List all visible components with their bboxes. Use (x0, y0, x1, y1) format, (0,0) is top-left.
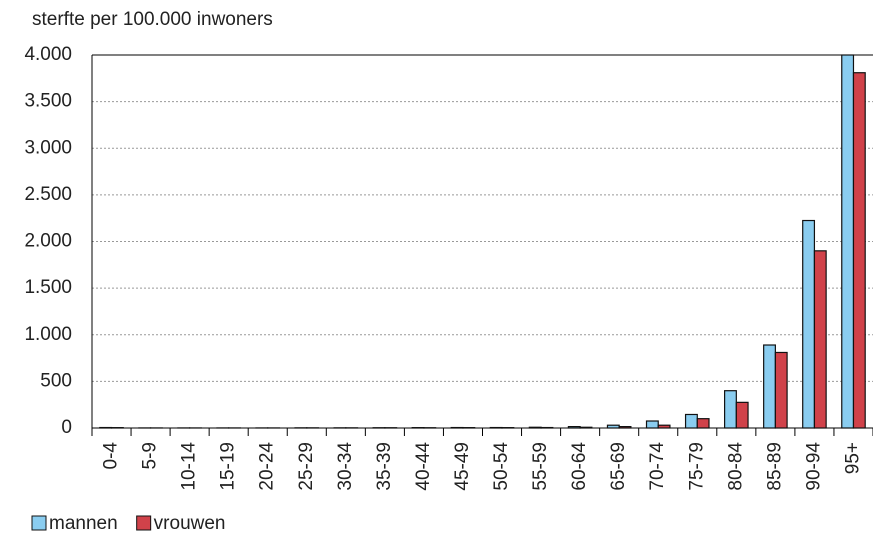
y-tick-label: 2.500 (24, 184, 72, 205)
legend-label: mannen (49, 513, 118, 534)
x-tick-label: 20-24 (257, 442, 278, 491)
bar (725, 391, 737, 428)
x-tick-label: 45-49 (452, 442, 473, 491)
bar (853, 73, 865, 428)
bar (607, 425, 619, 428)
legend-swatch (32, 516, 46, 530)
y-tick-label: 1.000 (24, 324, 72, 345)
bar (775, 352, 787, 428)
x-tick-label: 30-34 (335, 442, 356, 491)
x-tick-label: 5-9 (140, 442, 161, 469)
bar (842, 55, 854, 428)
x-tick-label: 70-74 (647, 442, 668, 491)
bar (764, 345, 776, 428)
bar (658, 425, 670, 428)
bar (647, 421, 659, 428)
x-tick-label: 25-29 (296, 442, 317, 491)
x-tick-label: 65-69 (608, 442, 629, 491)
y-tick-label: 3.500 (24, 91, 72, 112)
x-tick-label: 15-19 (218, 442, 239, 491)
bar (529, 427, 541, 428)
x-tick-label: 55-59 (530, 442, 551, 491)
bar (814, 251, 826, 428)
bar (697, 419, 709, 428)
y-tick-label: 3.000 (24, 137, 72, 158)
y-tick-label: 4.000 (24, 44, 72, 65)
bar (619, 427, 631, 428)
x-tick-label: 80-84 (725, 442, 746, 491)
y-tick-label: 500 (40, 370, 72, 391)
x-tick-label: 40-44 (413, 442, 434, 491)
bar (568, 427, 580, 428)
x-tick-label: 60-64 (569, 442, 590, 491)
y-tick-label: 2.000 (24, 231, 72, 252)
bar (686, 414, 698, 428)
x-tick-label: 10-14 (179, 442, 200, 491)
x-tick-label: 90-94 (803, 442, 824, 491)
x-tick-label: 85-89 (764, 442, 785, 491)
bar (736, 402, 748, 428)
x-tick-label: 50-54 (491, 442, 512, 491)
x-tick-label: 95+ (842, 442, 863, 474)
y-axis-title: sterfte per 100.000 inwoners (32, 9, 273, 30)
y-tick-label: 0 (61, 417, 72, 438)
legend-swatch (137, 516, 151, 530)
bar (580, 427, 592, 428)
y-tick-label: 1.500 (24, 277, 72, 298)
legend-label: vrouwen (154, 513, 226, 534)
x-tick-label: 75-79 (686, 442, 707, 491)
x-tick-label: 35-39 (374, 442, 395, 491)
bar (803, 221, 815, 428)
x-tick-label: 0-4 (101, 442, 122, 470)
